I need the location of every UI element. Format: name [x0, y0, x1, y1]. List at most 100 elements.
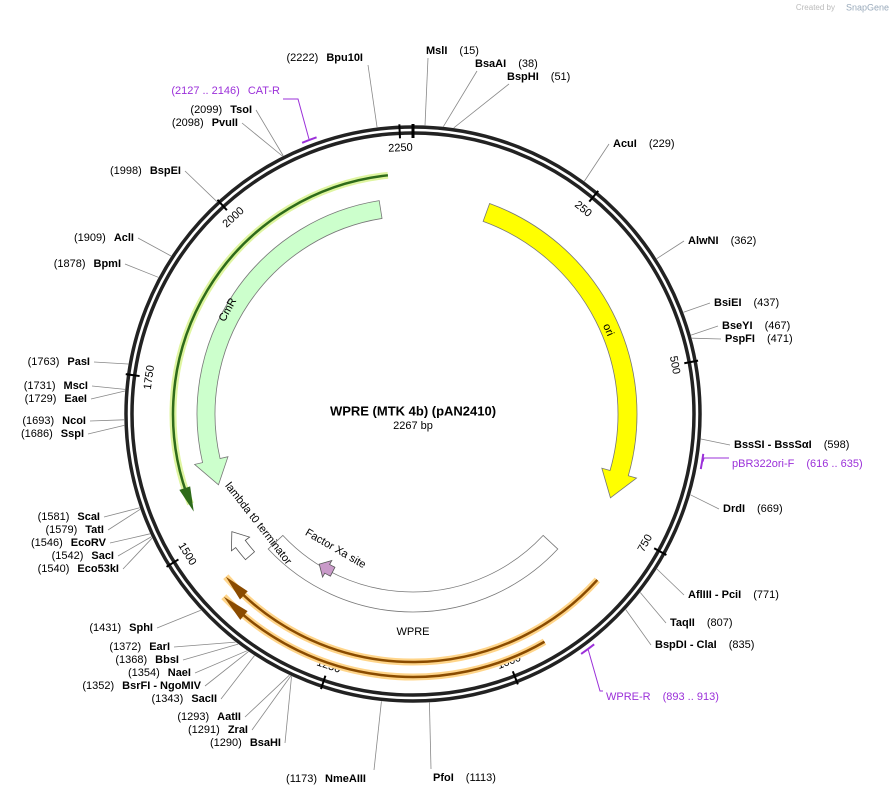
enzyme-leader: [137, 237, 172, 257]
tick-label: 750: [636, 532, 655, 554]
primer-range: (616 .. 635): [806, 458, 862, 470]
enzyme-leader: [91, 385, 126, 390]
primer-label: WPRE-R (893 .. 913): [606, 691, 719, 703]
feature-label: WPRE: [397, 626, 430, 638]
enzyme-label: (1581) ScaI: [38, 511, 100, 523]
enzyme-name: EcoRV: [71, 537, 107, 549]
enzyme-label: (2099) TsoI: [190, 104, 252, 116]
enzyme-name: MslI: [426, 45, 447, 57]
enzyme-leader: [194, 650, 248, 674]
enzyme-name: SphI: [129, 622, 153, 634]
enzyme-label: (1431) SphI: [89, 622, 153, 634]
enzyme-label: (1878) BpmI: [54, 258, 121, 270]
enzyme-leader: [424, 57, 429, 126]
enzyme-label: (1731) MscI: [24, 380, 88, 392]
plasmid-name: WPRE (MTK 4b) (pAN2410): [330, 403, 496, 418]
enzyme-leader: [691, 337, 722, 340]
ori-feature: [482, 202, 638, 499]
enzyme-position: (1546): [31, 537, 63, 549]
enzyme-position: (1579): [45, 524, 77, 536]
wpre-orf: [230, 579, 599, 664]
primer-label: pBR322ori-F (616 .. 635): [732, 458, 863, 470]
enzyme-label: PfoI (1113): [433, 772, 496, 784]
enzyme-label: (1686) SspI: [21, 428, 84, 440]
enzyme-label: AflIII - PciI (771): [688, 589, 779, 601]
enzyme-position: (15): [459, 45, 479, 57]
enzyme-label: (1354) NaeI: [128, 667, 191, 679]
primer-name: CAT-R: [248, 85, 280, 97]
enzyme-name: TaqII: [670, 617, 695, 629]
enzyme-position: (1290): [210, 737, 242, 749]
primer-name: pBR322ori-F: [732, 458, 795, 470]
enzyme-leader: [584, 143, 610, 182]
tick-mark: [653, 547, 667, 556]
enzyme-position: (1540): [38, 563, 70, 575]
enzyme-name: BseYI: [722, 320, 753, 332]
enzyme-position: (598): [824, 439, 850, 451]
enzyme-name: EaeI: [64, 393, 87, 405]
tick-mark: [166, 558, 179, 568]
enzyme-position: (1293): [177, 711, 209, 723]
primer-leader: [587, 649, 603, 692]
credit: Created by: [796, 3, 835, 12]
enzyme-leader: [107, 508, 141, 531]
enzyme-name: BspDI - ClaI: [655, 639, 717, 651]
enzyme-position: (2222): [287, 52, 319, 64]
enzyme-leader: [367, 64, 378, 128]
tick-label: 1750: [142, 364, 157, 390]
feature-label: ori: [600, 322, 616, 338]
primer-mark: [301, 136, 317, 144]
enzyme-name: SacII: [191, 693, 217, 705]
tick-mark: [320, 675, 327, 690]
enzyme-leader: [443, 70, 478, 127]
enzyme-position: (1731): [24, 380, 56, 392]
enzyme-leader: [124, 263, 159, 278]
enzyme-position: (2098): [172, 117, 204, 129]
enzyme-leader: [244, 674, 290, 718]
enzyme-label: BspDI - ClaI (835): [655, 639, 754, 651]
tick-label: 1500: [175, 541, 198, 568]
enzyme-name: DrdI: [723, 503, 745, 515]
primer-leader: [702, 457, 729, 462]
enzyme-label: AlwNI (362): [688, 235, 756, 247]
enzyme-name: SacI: [91, 550, 114, 562]
tick-mark: [684, 359, 699, 365]
enzyme-name: MscI: [64, 380, 88, 392]
primer-mark: [699, 453, 705, 470]
enzyme-label: (1290) BsaHI: [210, 737, 281, 749]
enzyme-position: (467): [765, 320, 791, 332]
enzyme-label: BsaAI (38): [475, 58, 538, 70]
enzyme-leader: [90, 390, 126, 400]
cmr-orf-head: [179, 486, 194, 512]
enzyme-label: (2098) PvuII: [172, 117, 238, 129]
enzyme-label: BseYI (467): [722, 320, 790, 332]
enzyme-position: (771): [753, 589, 779, 601]
enzyme-name: BspHI: [507, 71, 539, 83]
enzyme-label: TaqII (807): [670, 617, 733, 629]
cmr-orf: [171, 174, 389, 505]
enzyme-label: (1546) EcoRV: [31, 537, 107, 549]
enzyme-name: BssSI - BssSαI: [734, 439, 812, 451]
enzyme-label: PspFI (471): [725, 333, 793, 345]
enzyme-name: EarI: [149, 641, 170, 653]
enzyme-name: ScaI: [77, 511, 100, 523]
enzyme-name: NmeAIII: [325, 773, 366, 785]
cmr-feature: [193, 200, 383, 486]
enzyme-position: (1686): [21, 428, 53, 440]
enzyme-leader: [89, 419, 125, 422]
tick-mark: [398, 124, 401, 139]
enzyme-label: (1293) AatII: [177, 711, 241, 723]
enzyme-label: (1579) TatI: [45, 524, 104, 536]
enzyme-label: (1372) EarI: [109, 641, 170, 653]
tick-label: 500: [667, 355, 682, 375]
enzyme-leader: [182, 643, 239, 661]
enzyme-leader: [625, 609, 652, 646]
enzyme-position: (1998): [110, 165, 142, 177]
enzyme-leader: [255, 109, 284, 156]
enzyme-name: ZraI: [228, 724, 248, 736]
enzyme-leader: [87, 425, 125, 435]
enzyme-position: (1729): [25, 393, 57, 405]
wpre-orf-glow: [223, 574, 600, 666]
enzyme-position: (51): [551, 71, 571, 83]
